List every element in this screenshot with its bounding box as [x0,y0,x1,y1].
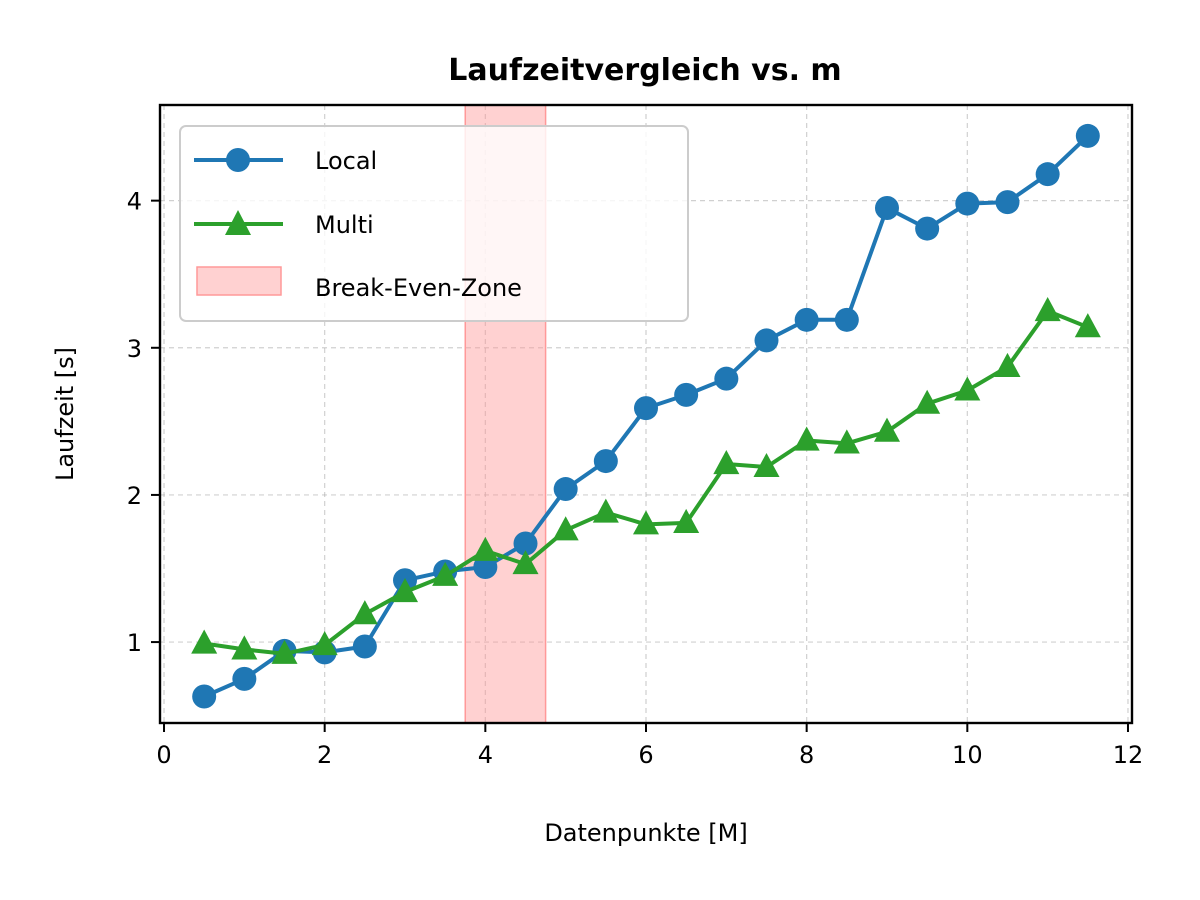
data-point-multi [191,629,218,654]
legend-local-marker [226,148,250,172]
data-point-local [955,191,980,216]
data-point-multi [954,376,981,401]
legend-multi-label: Multi [315,211,374,239]
x-tick-label: 10 [952,741,983,769]
legend-box [179,125,689,322]
y-tick-label: 4 [127,188,142,216]
data-point-local [1035,162,1060,187]
data-point-multi [231,635,258,660]
series-layer [191,123,1101,709]
legend-band-swatch [196,266,282,296]
data-point-multi [512,550,539,575]
data-point-local [352,634,377,659]
x-tick-label: 8 [799,741,814,769]
data-point-local [794,307,819,332]
data-point-local [714,366,739,391]
data-point-multi [271,639,298,664]
y-tick-label: 3 [127,335,142,363]
data-point-multi [432,561,459,586]
data-point-multi [753,452,780,478]
data-point-multi [1034,297,1061,322]
x-tick-label: 4 [478,741,493,769]
data-point-local [1075,123,1100,148]
data-point-multi [793,426,820,451]
legend: Local Multi Break-Even-Zone [179,125,689,322]
data-point-local [634,396,658,421]
x-tick-label: 12 [1113,741,1144,769]
legend-entry-local: Local [194,147,377,175]
x-axis-label: Datenpunkte [M] [544,819,747,847]
data-point-multi [552,516,579,541]
data-point-multi [1074,313,1101,338]
data-point-local [834,307,859,332]
data-point-multi [833,429,860,454]
data-point-multi [673,508,700,533]
data-point-local [754,328,779,353]
legend-multi-marker [225,210,251,235]
data-point-multi [713,450,740,475]
data-point-multi [311,631,338,656]
data-point-local [513,531,538,556]
data-point-multi [351,600,378,625]
data-point-local [232,666,257,691]
y-axis-label: Laufzeit [s] [51,347,79,481]
data-point-local [874,196,899,220]
data-point-local [192,684,217,709]
data-point-multi [994,352,1021,377]
x-tick-label: 0 [156,741,171,769]
data-point-local [915,216,940,241]
x-tick-label: 6 [638,741,653,769]
legend-local-label: Local [315,147,377,175]
legend-band-label: Break-Even-Zone [315,274,522,302]
data-point-local [674,382,699,407]
data-point-local [473,555,498,580]
y-tick-label: 2 [127,482,142,510]
data-point-local [995,190,1020,215]
data-point-local [553,477,578,502]
legend-entry-multi: Multi [194,210,374,239]
data-point-multi [592,498,619,523]
legend-entry-break-even-zone: Break-Even-Zone [196,266,522,302]
data-point-local [593,449,618,474]
data-point-multi [914,389,941,414]
y-tick-label: 1 [127,629,142,657]
x-tick-label: 2 [317,741,332,769]
data-point-multi [391,578,419,603]
data-point-multi [632,510,660,535]
data-point-multi [873,417,901,442]
data-point-multi [472,536,499,561]
chart-title: Laufzeitvergleich vs. m [448,53,841,88]
